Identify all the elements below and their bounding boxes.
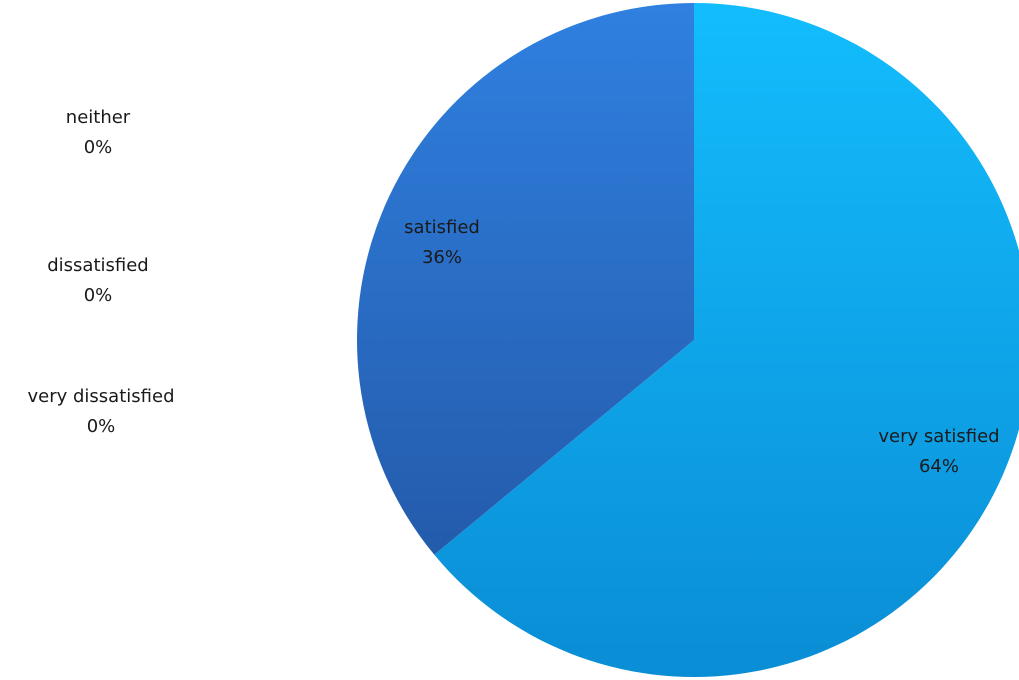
pie-slice-satisfied bbox=[356, 3, 694, 555]
slice-name-satisfied: satisfied bbox=[404, 217, 480, 238]
slice-label-very-dissatisfied: very dissatisfied 0% bbox=[28, 386, 175, 437]
slice-percent-very-dissatisfied: 0% bbox=[87, 416, 116, 437]
pie-labels: very satisfied 64%satisfied 36%neither 0%di… bbox=[28, 107, 1000, 477]
slice-percent-very-satisfied: 64% bbox=[919, 456, 959, 477]
slice-percent-dissatisfied: 0% bbox=[84, 285, 113, 306]
slice-label-very-satisfied: very satisfied 64% bbox=[878, 426, 999, 477]
slice-label-neither: neither 0% bbox=[66, 107, 131, 158]
slice-name-very-satisfied: very satisfied bbox=[878, 426, 999, 447]
slice-name-neither: neither bbox=[66, 107, 131, 128]
slice-name-dissatisfied: dissatisfied bbox=[47, 255, 149, 276]
slice-name-very-dissatisfied: very dissatisfied bbox=[28, 386, 175, 407]
slice-percent-neither: 0% bbox=[84, 137, 113, 158]
pie-slice-very-satisfied bbox=[434, 3, 1019, 677]
slice-label-satisfied: satisfied 36% bbox=[404, 217, 480, 268]
slice-percent-satisfied: 36% bbox=[422, 247, 462, 268]
pie-slices bbox=[356, 3, 1019, 677]
slice-label-dissatisfied: dissatisfied 0% bbox=[47, 255, 149, 306]
